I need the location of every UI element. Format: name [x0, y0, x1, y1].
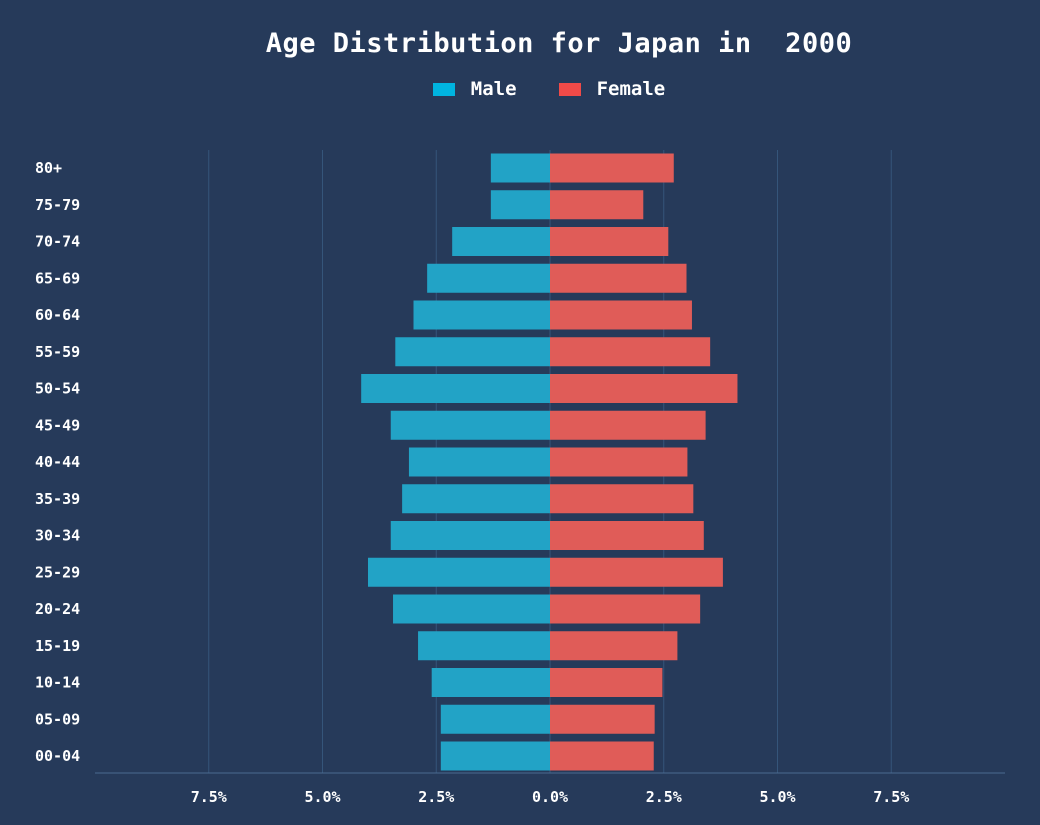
- legend-swatch-female: [558, 82, 581, 96]
- bars: [361, 153, 738, 771]
- bar-male-15-19[interactable]: [418, 631, 550, 661]
- bar-female-00-04[interactable]: [550, 741, 654, 771]
- bar-male-20-24[interactable]: [393, 594, 550, 624]
- bar-male-40-44[interactable]: [408, 447, 550, 477]
- y-tick-label: 65-69: [35, 269, 80, 287]
- legend-label-female: Female: [596, 78, 666, 100]
- x-tick-label: 5.0%: [759, 788, 795, 806]
- y-tick-label: 00-04: [35, 747, 80, 765]
- chart-title: Age Distribution for Japan in 2000: [265, 28, 853, 59]
- y-tick-label: 70-74: [35, 233, 80, 251]
- y-tick-label: 55-59: [35, 343, 80, 361]
- bar-male-75-79[interactable]: [490, 190, 550, 220]
- bar-male-70-74[interactable]: [452, 227, 550, 256]
- legend-label-male: Male: [470, 78, 517, 100]
- y-tick-label: 20-24: [35, 600, 80, 618]
- bar-female-55-59[interactable]: [550, 337, 711, 367]
- bar-male-50-54[interactable]: [361, 374, 550, 403]
- x-tick-label: 7.5%: [191, 788, 227, 806]
- bar-female-40-44[interactable]: [550, 447, 688, 477]
- x-tick-label: 7.5%: [873, 788, 909, 806]
- bar-male-60-64[interactable]: [413, 300, 551, 330]
- bar-male-30-34[interactable]: [390, 521, 550, 550]
- bar-female-25-29[interactable]: [550, 557, 723, 587]
- bar-female-30-34[interactable]: [550, 521, 704, 550]
- bar-female-50-54[interactable]: [550, 374, 738, 403]
- bar-male-05-09[interactable]: [440, 704, 550, 734]
- legend-swatch-male: [432, 82, 455, 96]
- y-tick-label: 80+: [35, 159, 62, 177]
- bar-female-65-69[interactable]: [550, 263, 687, 293]
- bar-male-55-59[interactable]: [395, 337, 550, 367]
- bar-female-20-24[interactable]: [550, 594, 701, 624]
- legend: Male Female: [0, 78, 1040, 100]
- bar-male-10-14[interactable]: [431, 668, 550, 697]
- y-tick-label: 45-49: [35, 416, 80, 434]
- y-tick-label: 35-39: [35, 490, 80, 508]
- y-tick-label: 30-34: [35, 527, 80, 545]
- y-tick-label: 75-79: [35, 196, 80, 214]
- legend-item-male[interactable]: Male: [432, 78, 517, 100]
- y-tick-label: 50-54: [35, 380, 80, 398]
- y-tick-label: 10-14: [35, 674, 80, 692]
- y-tick-label: 15-19: [35, 637, 80, 655]
- y-tick-label: 25-29: [35, 563, 80, 581]
- x-tick-label: 2.5%: [418, 788, 454, 806]
- x-tick-label: 0.0%: [532, 788, 568, 806]
- y-tick-label: 60-64: [35, 306, 80, 324]
- bar-male-65-69[interactable]: [427, 263, 550, 293]
- bar-female-05-09[interactable]: [550, 704, 655, 734]
- legend-item-female[interactable]: Female: [558, 78, 666, 100]
- bar-male-35-39[interactable]: [402, 484, 550, 514]
- y-tick-label: 05-09: [35, 710, 80, 728]
- x-tick-label: 5.0%: [304, 788, 340, 806]
- bar-female-70-74[interactable]: [550, 227, 669, 256]
- bar-male-00-04[interactable]: [440, 741, 550, 771]
- bar-female-15-19[interactable]: [550, 631, 678, 661]
- bar-male-25-29[interactable]: [368, 557, 550, 587]
- bar-male-45-49[interactable]: [390, 410, 550, 440]
- bar-female-60-64[interactable]: [550, 300, 692, 330]
- bar-female-35-39[interactable]: [550, 484, 694, 514]
- bar-male-80+[interactable]: [490, 153, 550, 183]
- bar-female-80+[interactable]: [550, 153, 674, 183]
- x-tick-label: 2.5%: [646, 788, 682, 806]
- bar-female-10-14[interactable]: [550, 668, 663, 697]
- bar-female-75-79[interactable]: [550, 190, 644, 220]
- y-tick-label: 40-44: [35, 453, 80, 471]
- axes: 7.5% 5.0% 2.5% 0.0% 2.5% 5.0% 7.5% 80+ 75-79 70-7…: [35, 159, 1005, 806]
- bar-female-45-49[interactable]: [550, 410, 706, 440]
